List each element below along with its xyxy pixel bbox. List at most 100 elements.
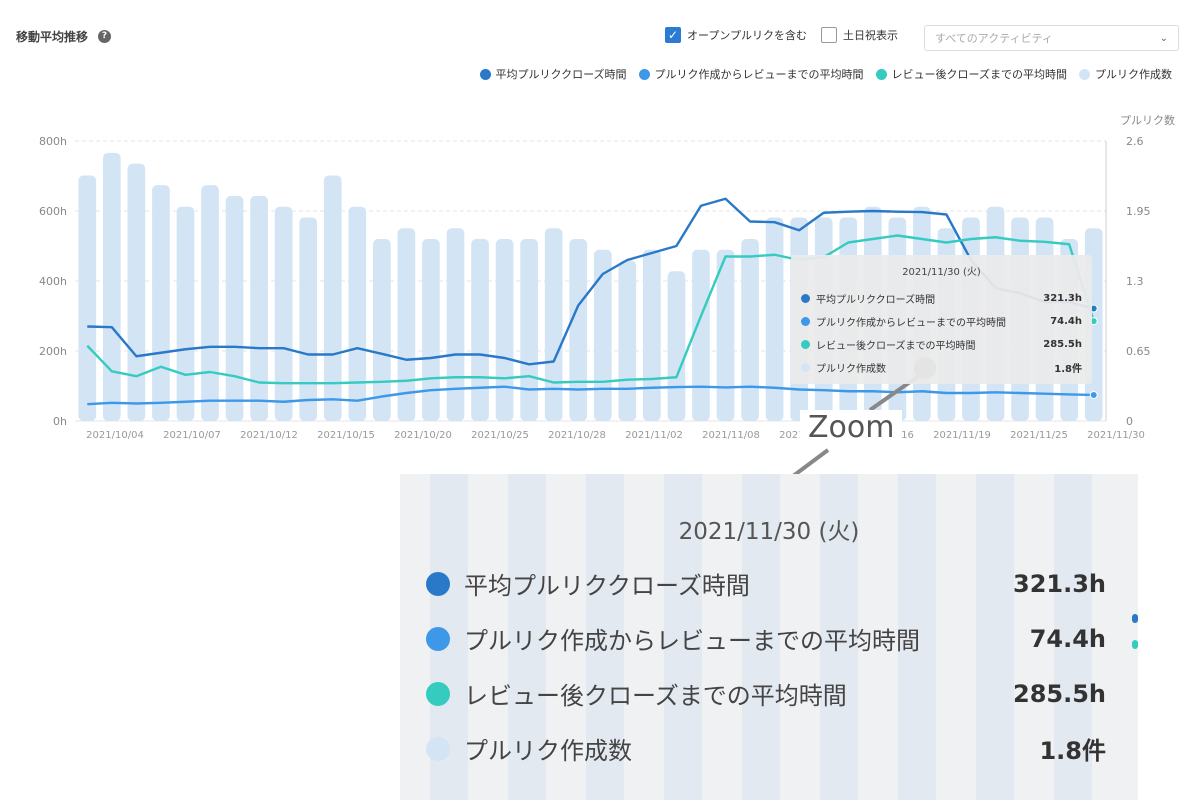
tooltip-row-review-time: プルリク作成からレビューまでの平均時間 74.4h <box>801 310 1082 333</box>
include-open-pr-checkbox[interactable]: ✓ オープンプルリクを含む <box>665 27 807 43</box>
weekend-display-label: 土日祝表示 <box>843 29 899 42</box>
tooltip-value: 321.3h <box>1043 293 1082 304</box>
zoom-value: 74.4h <box>1029 624 1106 653</box>
zoom-edge-marker <box>1132 614 1138 623</box>
y-left-tick-label: 0h <box>53 415 67 428</box>
x-tick-label: 2021/11/19 <box>933 430 991 441</box>
pr-count-bar <box>667 271 686 421</box>
pr-count-bar <box>323 175 342 421</box>
x-tick-label: 2021/11/08 <box>702 430 760 441</box>
tooltip-row-close-time: 平均プルリククローズ時間 321.3h <box>801 287 1082 310</box>
pr-count-bar <box>102 152 121 421</box>
pr-count-bar <box>569 239 588 421</box>
x-tick-label: 2021/11/25 <box>1010 430 1068 441</box>
review-time-line <box>87 385 1094 406</box>
zoom-row-close-time: 平均プルリククローズ時間 321.3h <box>426 566 1106 601</box>
help-icon[interactable]: ? <box>98 30 112 43</box>
legend-item-after-review[interactable]: レビュー後クローズまでの平均時間 <box>875 66 1067 82</box>
pr-count-bar <box>741 239 759 421</box>
zoom-row-after-review: レビュー後クローズまでの平均時間 285.5h <box>426 676 1106 711</box>
pr-count-bar <box>274 206 293 421</box>
pr-count-bar <box>716 249 735 421</box>
activity-select-value: すべてのアクティビティ <box>935 32 1053 45</box>
pr-count-bar <box>152 185 170 421</box>
review-time-line-end-point <box>1089 390 1098 399</box>
pr-count-bar <box>643 249 661 421</box>
right-axis-title: プルリク数 <box>1120 114 1175 127</box>
zoom-label: Zoom <box>800 410 903 445</box>
series-dot-icon <box>426 571 450 596</box>
weekend-display-checkbox[interactable]: 土日祝表示 <box>821 27 898 43</box>
after-review-line <box>86 234 1095 385</box>
pr-count-bar <box>201 185 219 421</box>
x-tick-label: 2021/10/12 <box>240 430 298 441</box>
zoom-bg-bar <box>898 474 936 800</box>
legend-dot-icon <box>479 68 491 80</box>
chart-title: 移動平均推移 ? <box>16 28 112 45</box>
legend-label: プルリク作成数 <box>1095 68 1172 81</box>
pr-count-bar <box>692 249 710 421</box>
zoom-tooltip-date: 2021/11/30 (火) <box>678 519 860 545</box>
zoom-value: 285.5h <box>1013 679 1106 708</box>
y-left-tick-label: 400h <box>39 275 67 288</box>
zoom-label-text: 平均プルリククローズ時間 <box>464 572 750 600</box>
legend-label: 平均プルリククローズ時間 <box>495 68 627 81</box>
zoom-label-text: レビュー後クローズまでの平均時間 <box>464 682 847 710</box>
checkbox-checked-icon[interactable]: ✓ <box>665 27 681 43</box>
zoom-row-pr-count: プルリク作成数 1.8件 <box>426 731 1106 766</box>
y-right-tick-label: 1.95 <box>1126 205 1151 218</box>
series-dot-icon <box>426 626 450 651</box>
zoom-edge-marker <box>1132 640 1138 649</box>
chart-tooltip: 2021/11/30 (火) 平均プルリククローズ時間 321.3h プルリク作… <box>791 255 1092 384</box>
tooltip-value: 285.5h <box>1043 339 1082 350</box>
zoom-bg-bar <box>976 474 1014 800</box>
zoom-value: 321.3h <box>1013 569 1106 598</box>
pr-count-bar <box>593 249 612 421</box>
pr-count-bar <box>299 217 318 421</box>
tooltip-label: プルリク作成数 <box>816 364 886 375</box>
zoomed-tooltip: 2021/11/30 (火) 平均プルリククローズ時間 321.3h プルリク作… <box>400 474 1138 800</box>
pr-count-bar <box>495 239 514 421</box>
x-tick-label: 2021/10/07 <box>163 430 221 441</box>
pr-count-bar <box>78 175 97 421</box>
series-dot-icon <box>801 294 810 303</box>
pr-count-bar <box>520 239 538 421</box>
chevron-down-icon: ⌄ <box>1159 32 1168 44</box>
x-tick-label: 2021/11/02 <box>625 430 683 441</box>
tooltip-value: 74.4h <box>1050 316 1082 327</box>
chart-legend: 平均プルリククローズ時間 プルリク作成からレビューまでの平均時間 レビュー後クロ… <box>479 66 1172 82</box>
legend-label: プルリク作成からレビューまでの平均時間 <box>654 68 864 81</box>
chart-title-text: 移動平均推移 <box>16 30 89 44</box>
pr-count-bar <box>250 195 268 421</box>
zoom-bg-bar <box>664 474 702 800</box>
pr-count-bar <box>348 206 367 421</box>
pr-count-bar <box>618 260 637 421</box>
zoom-value: 1.8件 <box>1039 737 1106 765</box>
pr-count-bar <box>397 228 416 421</box>
legend-item-close-time[interactable]: 平均プルリククローズ時間 <box>479 66 627 82</box>
tooltip-date: 2021/11/30 (火) <box>902 267 981 278</box>
close-time-line <box>87 197 1095 366</box>
pr-count-bar <box>422 239 440 421</box>
y-right-tick-label: 0.65 <box>1126 345 1151 358</box>
legend-item-pr-count[interactable]: プルリク作成数 <box>1079 66 1172 82</box>
zoom-bg-bar <box>820 474 858 800</box>
legend-label: レビュー後クローズまでの平均時間 <box>891 68 1067 81</box>
x-tick-label: 2021/11/30 <box>1087 430 1145 441</box>
pr-count-bar <box>176 206 195 421</box>
pr-count-bar <box>225 195 244 421</box>
checkbox-unchecked-icon[interactable] <box>821 27 838 43</box>
tooltip-row-pr-count: プルリク作成数 1.8件 <box>801 356 1082 379</box>
series-dot-icon <box>801 340 810 349</box>
pr-count-bar <box>373 239 391 421</box>
tooltip-label: 平均プルリククローズ時間 <box>816 295 936 306</box>
legend-dot-icon <box>1079 68 1090 80</box>
series-dot-icon <box>426 681 450 706</box>
zoom-bg-bar <box>1054 474 1092 800</box>
zoom-bg-bar <box>508 474 546 800</box>
series-dot-icon <box>426 736 450 761</box>
legend-item-review-time[interactable]: プルリク作成からレビューまでの平均時間 <box>638 66 864 82</box>
tooltip-label: レビュー後クローズまでの平均時間 <box>816 341 976 352</box>
activity-select[interactable]: すべてのアクティビティ ⌄ <box>924 25 1179 51</box>
pr-count-bar <box>765 217 784 421</box>
